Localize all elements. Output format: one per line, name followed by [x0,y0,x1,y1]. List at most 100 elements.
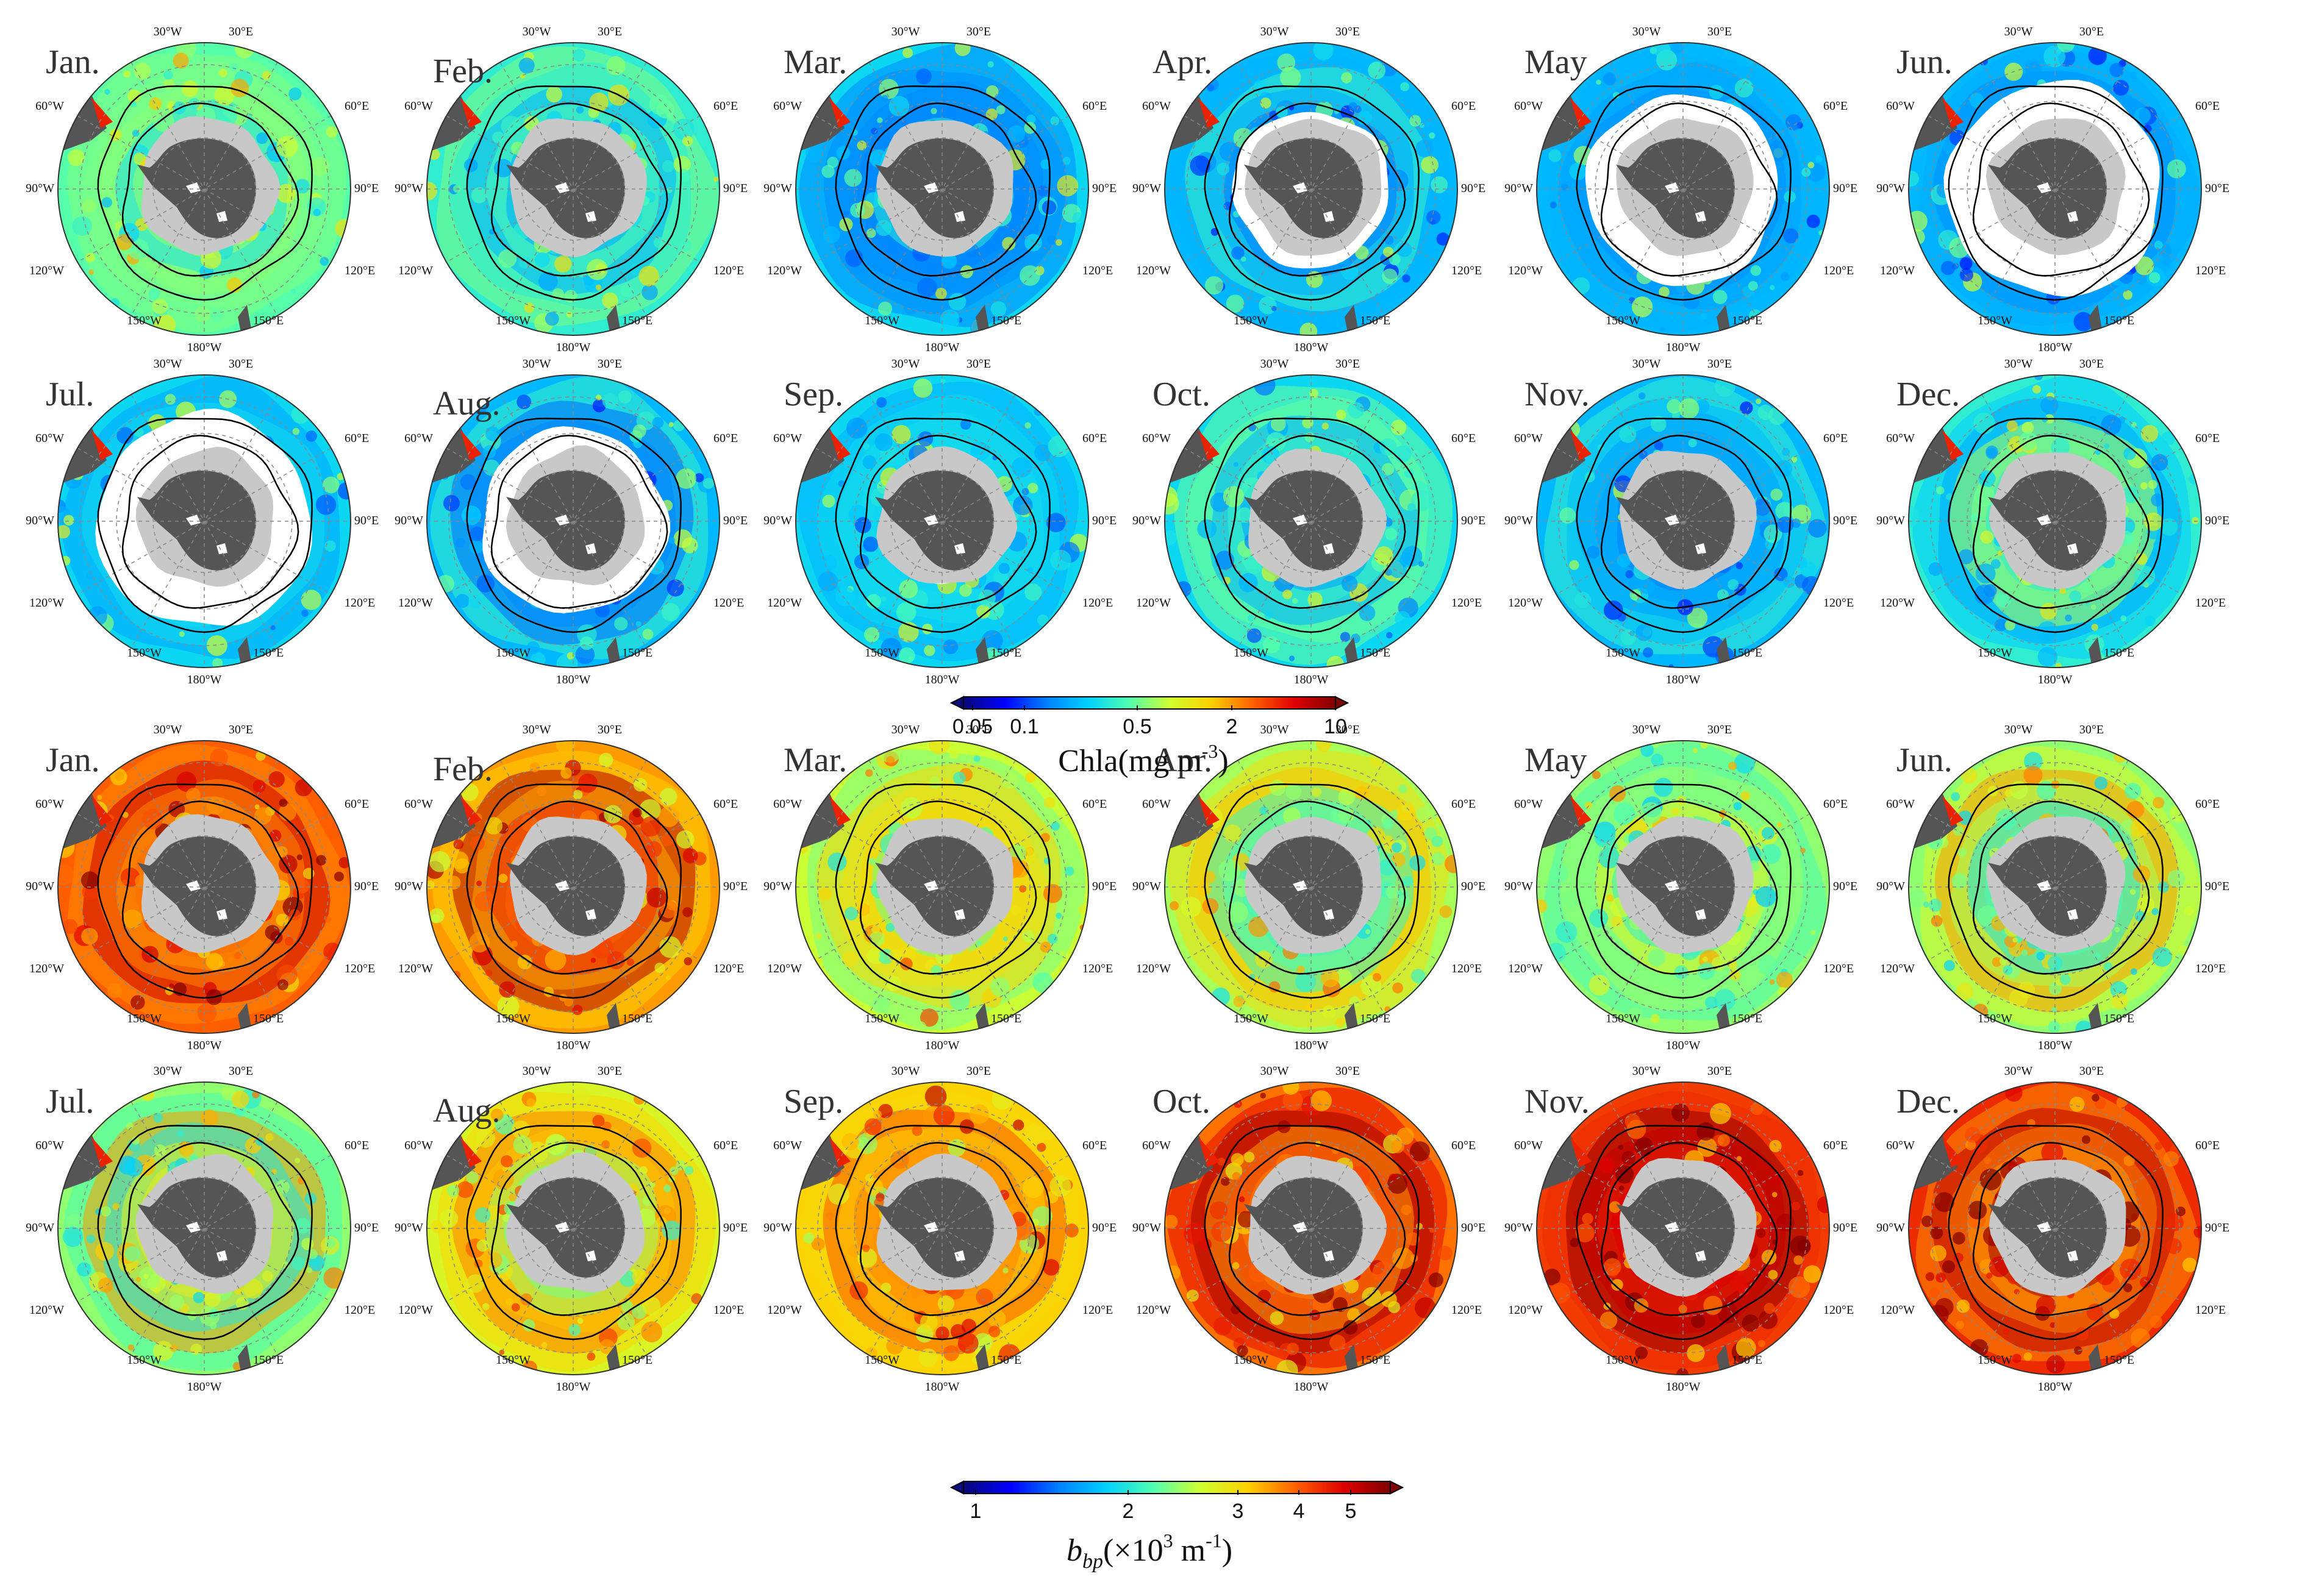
graticule-meridian [815,447,1070,595]
longitude-label: 180°W [556,1039,591,1052]
ocean-patch [920,1008,938,1027]
ocean-patch [556,741,576,754]
ocean-patch [2165,1238,2182,1255]
ocean-patch [1394,445,1412,463]
ocean-patch [131,1136,140,1145]
longitude-label: 90°E [1461,1221,1485,1234]
ocean-patch [1997,550,2003,557]
ocean-patch [1671,807,1680,816]
ocean-patch [959,1119,974,1134]
longitude-label: 30°W [1632,357,1661,371]
ocean-patch [1928,899,1942,912]
ocean-patch [2140,1277,2151,1288]
map-border [795,374,1089,668]
longitude-label: 60°W [1142,797,1171,811]
patagonian-shelf-bloom [460,98,482,128]
ocean-patch [204,1291,221,1307]
ocean-patch [1048,435,1070,457]
ocean-patch [1277,53,1296,72]
ocean-patch [803,1232,815,1244]
ocean-patch [1797,1239,1811,1253]
ocean-patch [1024,1124,1046,1145]
ocean-patch [1942,1260,1956,1274]
longitude-label: 150°E [1360,1353,1390,1367]
month-label: Jan. [46,741,100,779]
polar-front-line [1948,1125,2164,1341]
ocean-patch [1233,461,1238,467]
ocean-patch [1398,784,1407,794]
ocean-patch [2192,517,2200,524]
ice-shelf-gaps [555,1222,596,1261]
ocean-patch [2040,603,2057,620]
ocean-patch [691,1293,702,1305]
longitude-label: 150°W [127,1353,162,1367]
ocean-patch [896,602,917,622]
map-border [57,740,351,1034]
ice-shelf-gaps [555,182,596,222]
longitude-label: 120°W [398,1303,433,1317]
ocean-patch [564,290,577,304]
ocean-patch [1797,1170,1804,1176]
longitude-label: 120°E [713,264,744,277]
ocean-patch [1024,583,1042,601]
map-border [1164,42,1458,336]
ocean-patch [209,1308,219,1319]
ocean-patch [1282,1090,1303,1111]
ocean-patch [937,1295,954,1312]
longitude-label: 30°E [1707,723,1732,736]
ocean-patch [1431,835,1443,847]
longitude-label: 180°W [1294,341,1329,354]
chla-colorbar-ticks: 0.05 0.1 0.5 2 10 [952,705,1347,738]
patagonian-shelf-bloom [829,98,851,128]
ocean-patch [2046,1355,2065,1374]
ocean-patch [976,940,982,946]
longitude-label: 180°W [925,1380,960,1394]
ocean-patch [1928,562,1942,576]
polar-front-line [97,85,313,301]
ocean-patch [2101,415,2121,435]
polar-front-line [1948,783,2164,999]
longitude-label: 60°W [404,432,433,445]
ocean-patch [232,1362,241,1371]
longitude-label: 60°E [713,1139,738,1152]
ocean-patch [1960,767,1978,784]
longitude-label: 180°W [1666,673,1701,686]
longitude-label: 120°W [398,596,433,610]
ocean-patch [614,617,628,631]
ocean-patch [1984,1157,1991,1164]
longitude-label: 30°W [523,1064,551,1078]
saccf-front-line [1600,1142,1778,1316]
ocean-patch [640,816,661,837]
ocean-patch [2041,1142,2064,1164]
ocean-patch [1288,655,1295,661]
longitude-label: 60°E [1082,99,1107,113]
ocean-patch [1374,546,1393,565]
ocean-patch [152,299,168,315]
ocean-patch [165,394,176,405]
ocean-patch [520,651,526,657]
ocean-patch [1785,114,1802,130]
longitude-label: 150°W [1234,1353,1268,1367]
ocean-patch [1370,750,1387,768]
polar-front-line [835,1125,1051,1341]
ocean-patch [470,526,485,541]
ocean-patch [1063,1213,1070,1219]
ocean-patch [2109,63,2124,77]
ocean-patch [1413,449,1419,455]
ocean-patch [646,887,667,908]
ocean-patch [1347,1308,1361,1322]
map-border [1536,374,1830,668]
ocean-patch [1615,1165,1634,1184]
ocean-patch [661,603,680,622]
ocean-patch [695,473,704,483]
tasmania-land [1034,628,1064,661]
ocean-patch [1682,292,1700,310]
patagonian-shelf-bloom [91,98,113,128]
ocean-patch [1676,796,1686,805]
ocean-patch [1955,983,1973,1001]
ocean-patch [277,979,289,991]
ocean-patch [2123,1155,2135,1166]
month-label: Feb. [433,750,493,788]
longitude-label: 30°E [967,25,991,38]
ocean-patch [2123,1283,2132,1292]
